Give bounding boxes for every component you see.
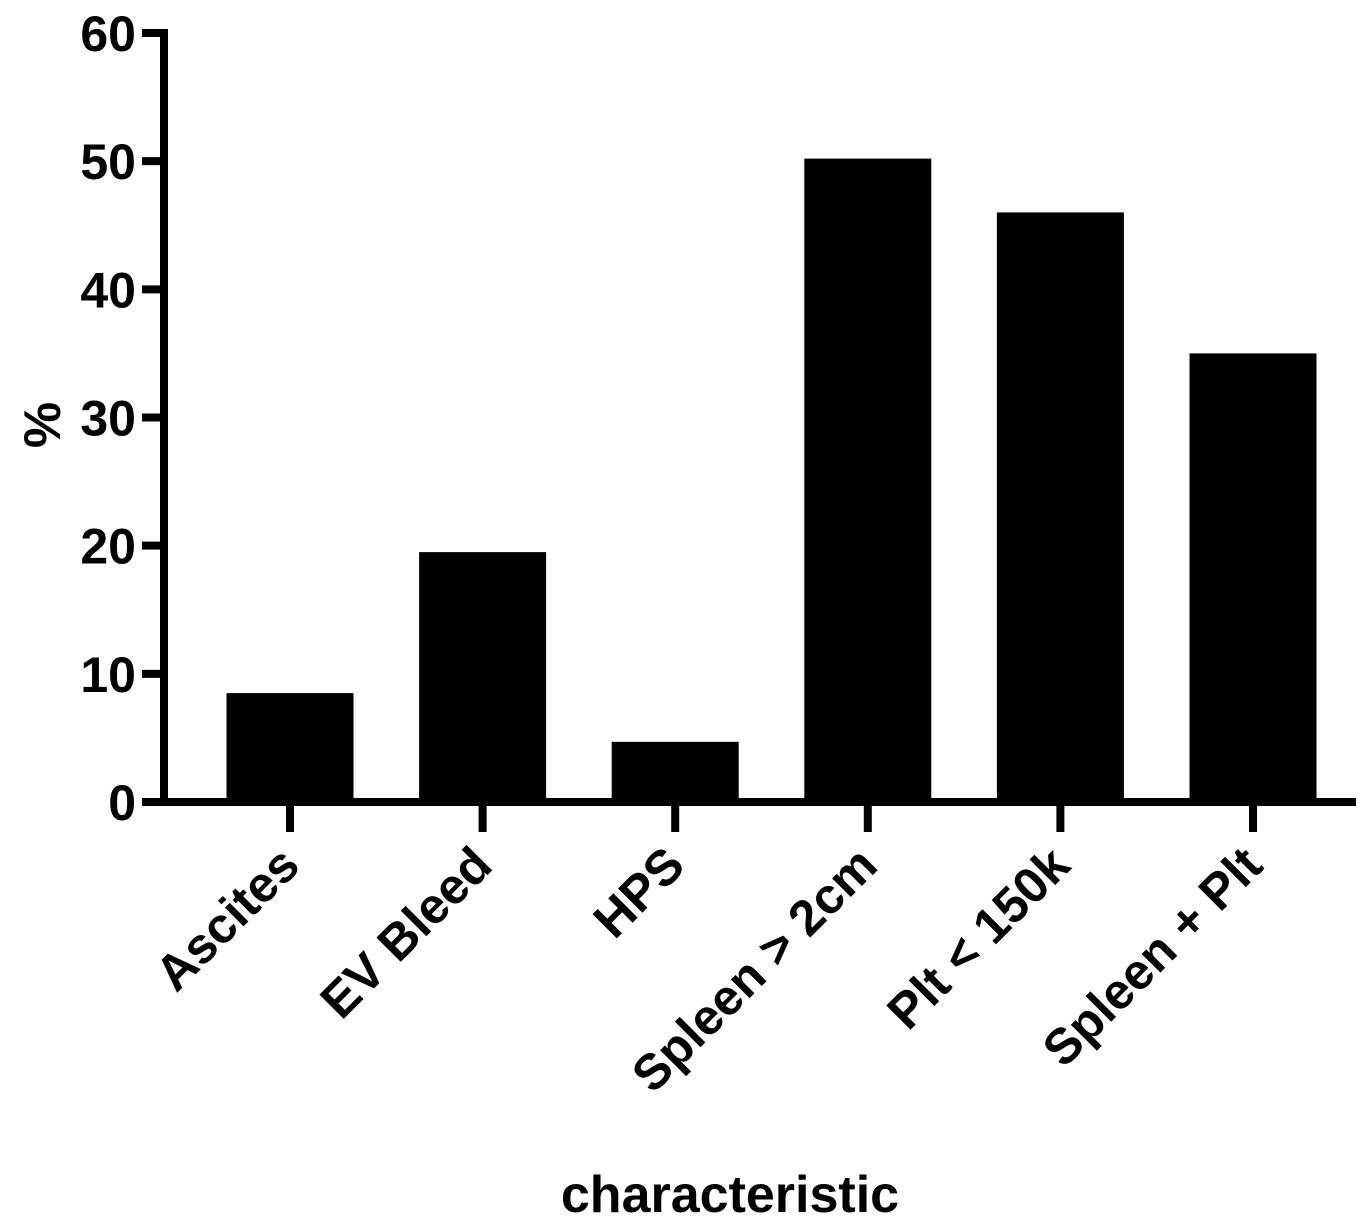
bars-layer bbox=[226, 158, 1317, 803]
bar-spleen-plt bbox=[1189, 353, 1317, 802]
y-tick-label-40: 40 bbox=[80, 262, 136, 318]
y-tick-label-0: 0 bbox=[108, 775, 136, 831]
y-tick-label-10: 10 bbox=[80, 647, 136, 703]
x-tick-label-ev-bleed: EV Bleed bbox=[310, 836, 503, 1029]
bar-ev-bleed bbox=[419, 552, 547, 802]
bar-hps bbox=[611, 741, 739, 802]
x-tick-label-hps: HPS bbox=[583, 836, 695, 948]
axes-layer bbox=[142, 29, 1356, 832]
bar-plt-150k bbox=[996, 212, 1124, 802]
bar-ascites bbox=[226, 693, 354, 802]
y-axis-title: % bbox=[14, 402, 72, 448]
y-tick-label-20: 20 bbox=[80, 519, 136, 575]
y-tick-label-30: 30 bbox=[80, 391, 136, 447]
x-axis-title: characteristic bbox=[561, 1166, 899, 1224]
bar-spleen-2cm bbox=[804, 158, 932, 803]
x-tick-label-plt-150k: Plt < 150k bbox=[876, 836, 1080, 1040]
x-tick-label-ascites: Ascites bbox=[144, 836, 309, 1001]
y-tick-label-50: 50 bbox=[80, 134, 136, 190]
y-tick-label-60: 60 bbox=[80, 6, 136, 62]
